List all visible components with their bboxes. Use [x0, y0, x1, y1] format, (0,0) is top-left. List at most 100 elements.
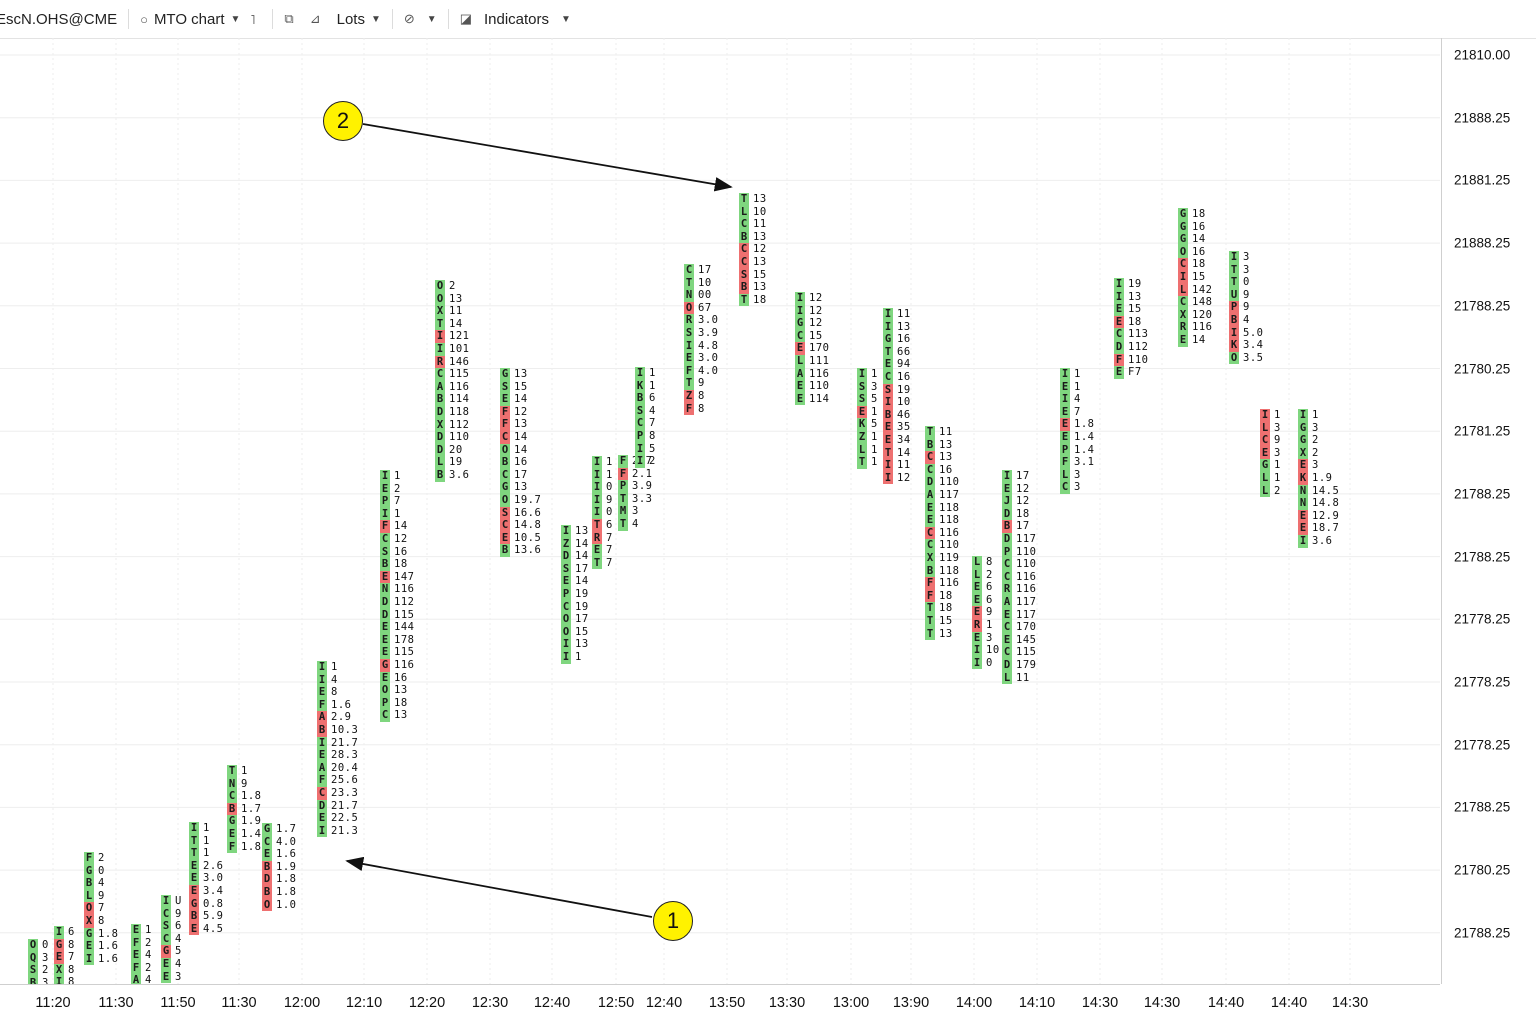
tpo-cell: G: [1178, 233, 1188, 246]
volume-cell: 17: [514, 468, 528, 481]
tpo-cell: C: [435, 368, 445, 381]
tpo-cell: B: [1229, 313, 1239, 327]
time-axis[interactable]: 11:20 11:30 11:50 11:30 12:00 12:10 12:20 12:30…: [0, 984, 1440, 1025]
time-tick-label: 13:50: [708, 995, 746, 1011]
indicators-dropdown[interactable]: ◪ Indicators ▼: [455, 0, 576, 38]
tpo-cell: L: [795, 354, 805, 368]
candle-volume-column: 03233: [42, 939, 49, 984]
tpo-cell: F: [1114, 353, 1124, 367]
tpo-cell: E: [795, 392, 805, 406]
volume-cell: 35: [897, 421, 911, 434]
volume-cell: 1.7: [276, 823, 297, 835]
tpo-cell: F: [500, 418, 510, 431]
tpo-cell: N: [684, 289, 694, 302]
tpo-cell: L: [1260, 421, 1270, 435]
volume-cell: 16: [394, 545, 408, 558]
volume-cell: 116: [1016, 583, 1037, 596]
tpo-cell: P: [1002, 545, 1012, 559]
compare-button[interactable]: ⧉: [279, 0, 304, 38]
volume-cell: 1: [649, 379, 656, 392]
chart-plot-area[interactable]: OQSBR03233IGEXI68788FGBLOXGEI2049781.81.…: [0, 38, 1440, 984]
tpo-cell: F: [925, 589, 935, 603]
price-tick-label: 21788.25: [1454, 298, 1511, 314]
tpo-cell: I: [635, 367, 645, 380]
time-tick-label: 14:30: [1081, 995, 1119, 1011]
volume-cell: 3: [1074, 468, 1081, 481]
volume-cell: 9: [241, 777, 248, 790]
price-axis[interactable]: 21810.00 21888.25 21881.25 21888.25 21788.25…: [1441, 38, 1536, 984]
volume-cell: 114: [449, 393, 470, 406]
volume-cell: 16: [897, 333, 911, 346]
tpo-cell: D: [1002, 532, 1012, 546]
alerts-dropdown[interactable]: ⊘ ▼: [399, 0, 442, 38]
tpo-cell: E: [262, 848, 272, 861]
time-tick-label: 14:30: [1331, 995, 1369, 1011]
volume-cell: 3.0: [698, 314, 719, 327]
toolbar-divider: [447, 9, 449, 29]
tpo-cell: I: [561, 650, 571, 664]
tpo-cell: S: [857, 380, 867, 394]
time-tick-label: 12:10: [345, 995, 383, 1011]
tpo-cell: F: [131, 936, 141, 950]
link-icon: ⊘: [403, 11, 415, 26]
tpo-cell: C: [1114, 328, 1124, 341]
tpo-cell: T: [189, 847, 199, 860]
volume-cell: 1.4: [1074, 443, 1095, 456]
volume-cell: 9: [175, 907, 182, 920]
tpo-cell: L: [739, 205, 749, 219]
symbol-selector[interactable]: EscN.OHS@CME: [0, 0, 122, 38]
volume-cell: 1: [1074, 368, 1081, 380]
volume-cell: 21.7: [331, 799, 359, 812]
time-tick-label: 11:30: [98, 995, 134, 1011]
volume-cell: 144: [394, 621, 415, 634]
chart-type-dropdown[interactable]: ○ MTO chart ▼: [135, 0, 245, 38]
tpo-cell: C: [684, 264, 694, 277]
tpo-cell: C: [925, 463, 935, 477]
volume-cell: 1: [1274, 471, 1281, 484]
volume-cell: 1.9: [1312, 471, 1333, 484]
time-tick-label: 12:40: [645, 995, 683, 1011]
volume-cell: 3: [1074, 481, 1081, 494]
tpo-cell: R: [592, 531, 602, 545]
volume-cell: 0: [606, 506, 613, 519]
chevron-down-icon: ▼: [230, 13, 241, 25]
volume-cell: 0.8: [203, 897, 224, 910]
time-tick-label: 12:40: [533, 995, 571, 1011]
volume-cell: 7: [649, 417, 656, 430]
volume-cell: 5: [871, 418, 878, 431]
tpo-cell: S: [380, 545, 390, 559]
drawing-button[interactable]: ⊿: [305, 0, 332, 38]
tpo-cell: B: [635, 392, 645, 405]
lots-dropdown[interactable]: Lots ▼: [332, 0, 386, 38]
tpo-cell: O: [500, 443, 510, 457]
tpo-cell: X: [435, 418, 445, 432]
tpo-cell: T: [227, 765, 237, 778]
tpo-cell: E: [883, 421, 893, 434]
tpo-cell: I: [972, 656, 982, 670]
volume-cell: 10: [986, 644, 1000, 657]
volume-cell: 13: [514, 418, 528, 431]
tpo-cell: X: [435, 305, 445, 318]
tpo-cell: G: [500, 368, 510, 381]
tpo-cell: D: [262, 873, 272, 886]
volume-cell: 11: [753, 218, 767, 231]
volume-cell: 115: [449, 368, 470, 381]
volume-cell: 18: [394, 558, 408, 571]
replay-button[interactable]: ˥: [245, 0, 266, 38]
volume-cell: 15: [514, 380, 528, 393]
volume-cell: 13: [753, 255, 767, 268]
volume-cell: 0: [42, 939, 49, 951]
tpo-cell: I: [1229, 326, 1239, 340]
tpo-cell: T: [618, 492, 628, 506]
tpo-cell: I: [161, 895, 171, 908]
tpo-cell: I: [635, 442, 645, 456]
tpo-cell: T: [925, 627, 935, 641]
price-tick-label: 21778.25: [1454, 674, 1511, 690]
